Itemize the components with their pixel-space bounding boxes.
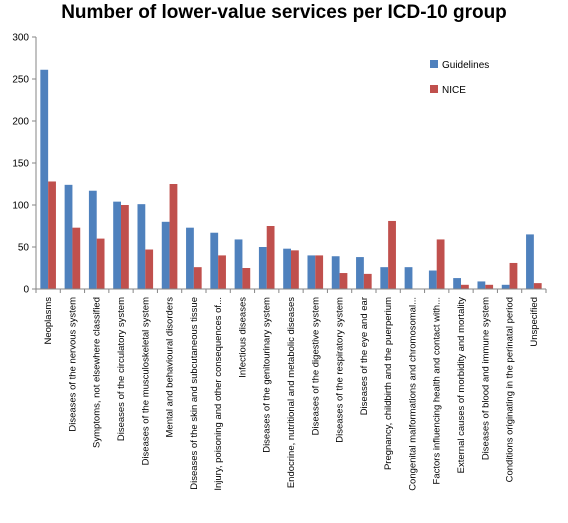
bar-guidelines [113,201,121,289]
bar-nice [266,226,275,289]
bar-nice [121,205,129,289]
x-category-label: Neoplasms [43,297,54,345]
bar-guidelines [64,184,73,289]
x-category-label: Diseases of blood and immune system [480,297,491,460]
x-category-label: External causes of morbidity and mortali… [456,297,467,474]
bar-guidelines [186,227,194,289]
bar-guidelines [258,247,267,289]
bar-guidelines [477,281,486,289]
bar-nice [242,268,251,289]
x-category-label: Diseases of the genitourinary system [262,297,273,453]
bar-guidelines [453,278,461,289]
chart-title: Number of lower-value services per ICD-1… [61,2,507,23]
bar-guidelines [40,69,49,289]
bar-nice [461,284,469,289]
x-category-label: Conditions originating in the perinatal … [505,297,516,482]
bar-guidelines [404,267,413,289]
bar-nice [145,249,154,289]
bar-nice [96,238,105,289]
bar-nice [169,184,178,289]
bar-nice [218,255,226,289]
y-tick-label: 50 [18,243,30,254]
y-tick-label: 200 [12,117,29,128]
bar-guidelines [137,204,146,289]
x-category-label: Diseases of the circulatory system [116,297,127,441]
x-category-label: Diseases of the digestive system [310,297,321,435]
bar-guidelines [307,255,316,289]
bar-group [40,69,542,289]
x-axis-labels: Neoplasms Diseases of the nervous system S… [43,297,540,491]
bar-guidelines [283,248,291,289]
x-category-label: Pregnancy, childbirth and the puerperium [383,297,394,470]
bar-nice [48,181,56,289]
legend-label-guidelines: Guidelines [442,60,489,71]
bar-nice [363,273,372,289]
bar-guidelines [356,257,364,289]
x-category-label: Factors influencing health and contact w… [432,297,443,484]
bar-nice [291,250,299,289]
y-tick-label: 250 [12,75,29,86]
bar-guidelines [428,270,437,289]
chart-axes [35,37,547,293]
bar-nice [436,239,445,289]
x-category-label: Diseases of the eye and ear [359,297,370,415]
x-category-label: Diseases of the nervous system [67,297,78,432]
legend-swatch-nice [430,85,438,93]
x-category-label: Endocrine, nutritional and metabolic dis… [286,297,297,488]
legend-label-nice: NICE [442,85,466,96]
bar-nice [485,284,494,289]
bar-guidelines [331,256,340,289]
bar-nice [533,283,542,289]
bar-guidelines [501,284,510,289]
x-category-label: Diseases of the skin and subcutaneous ti… [189,297,200,490]
bar-nice [193,267,202,289]
chart-legend: Guidelines NICE [430,60,489,96]
bar-nice [509,262,518,289]
bar-guidelines [210,232,219,289]
y-axis-ticks: 0 50 100 150 200 250 300 [12,33,36,296]
x-category-label: Symptoms, not elsewhere classified [92,297,103,448]
x-category-label: Diseases of the respiratory system [335,297,346,443]
x-category-label: Injury, poisoning and other consequences… [213,297,224,491]
x-category-label: Congenital malformations and chromosomal… [407,297,418,491]
bar-guidelines [526,234,534,289]
bar-nice [315,255,324,289]
x-category-label: Infectious diseases [237,297,248,378]
bar-guidelines [88,190,97,289]
bar-nice [72,227,81,289]
bar-nice [388,220,396,289]
y-tick-label: 0 [23,285,29,296]
x-category-label: Mental and behavioural disorders [165,297,176,438]
bar-guidelines [234,239,243,289]
x-category-label: Unspecified [529,297,540,347]
bar-nice [339,273,348,289]
bar-guidelines [161,221,170,289]
y-tick-label: 300 [12,33,29,44]
legend-swatch-guidelines [430,60,438,68]
bar-guidelines [380,267,389,289]
x-category-label: Diseases of the musculoskeletal system [140,297,151,466]
y-tick-label: 100 [12,201,29,212]
y-tick-label: 150 [12,159,29,170]
